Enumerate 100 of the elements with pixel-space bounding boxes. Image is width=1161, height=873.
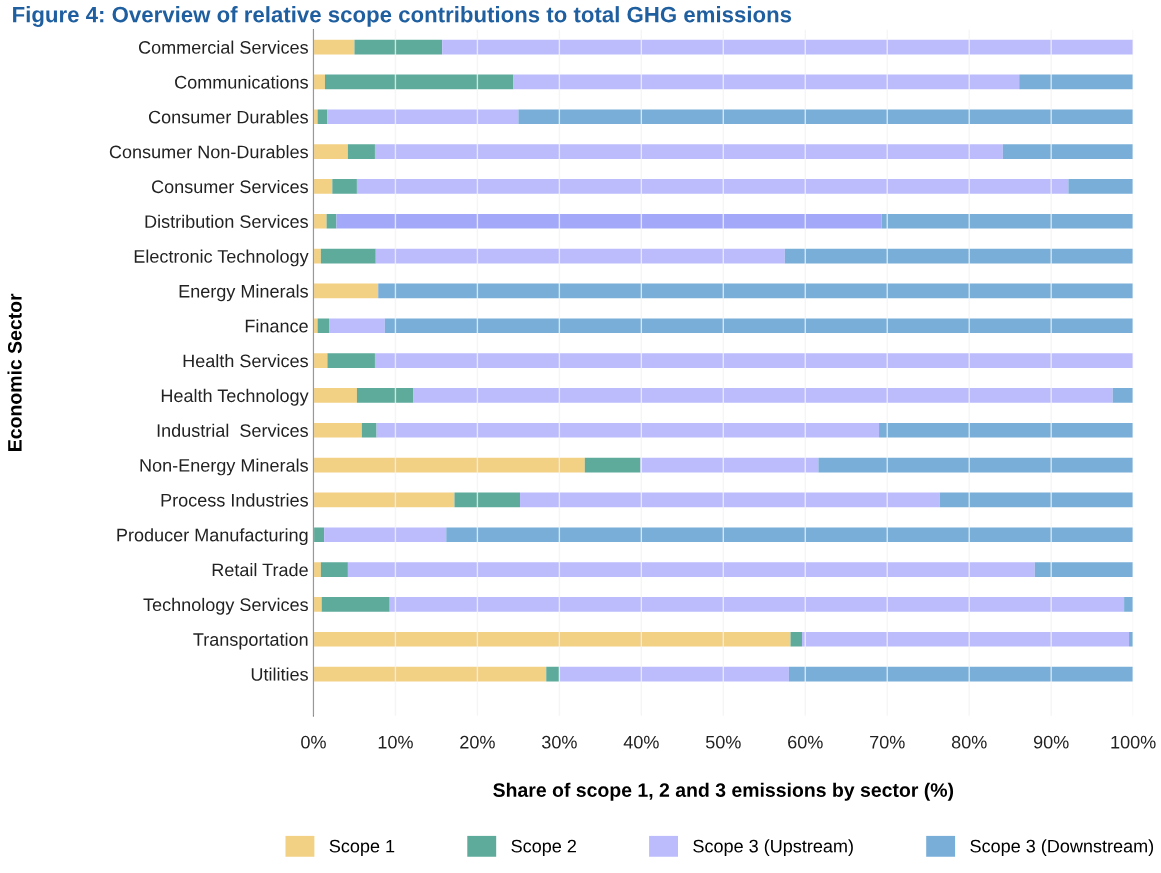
bar — [327, 109, 519, 125]
bar — [313, 318, 318, 334]
bar — [378, 283, 1134, 299]
bar — [320, 248, 376, 264]
x-tick-label: 0% — [301, 735, 326, 749]
y-tick-label: Non-Energy Minerals — [140, 458, 308, 476]
bar — [384, 318, 1134, 334]
bar — [518, 109, 1134, 125]
bar — [454, 492, 521, 508]
bar — [513, 74, 1020, 90]
bar — [313, 109, 318, 125]
bar — [347, 144, 375, 159]
bar — [313, 388, 357, 403]
legend-label: Scope 2 — [511, 839, 576, 857]
x-tick-label: 30% — [541, 735, 577, 749]
bar — [313, 74, 325, 90]
y-tick-label: Retail Trade — [212, 563, 308, 577]
bar — [313, 492, 455, 508]
x-tick-label: 10% — [378, 735, 413, 749]
bar — [784, 248, 1134, 264]
bar — [375, 248, 785, 264]
bar — [584, 457, 641, 473]
bar — [374, 144, 1003, 159]
bar — [313, 248, 321, 264]
y-tick-label: Utilities — [251, 667, 308, 681]
bar — [313, 666, 547, 682]
y-tick-label: Electronic Technology — [134, 249, 309, 267]
legend-label: Scope 1 — [329, 839, 395, 857]
y-tick-label: Health Services — [183, 354, 308, 368]
bar — [313, 144, 348, 159]
x-tick-label: 80% — [951, 735, 987, 749]
bar — [313, 527, 325, 543]
bar — [354, 39, 443, 55]
x-tick-label: 40% — [623, 735, 659, 749]
bar — [1124, 597, 1134, 612]
bar — [356, 388, 414, 403]
bar — [374, 353, 1134, 368]
bar — [313, 353, 328, 368]
bar — [313, 631, 791, 647]
bar — [313, 213, 327, 229]
y-tick-label: Energy Minerals — [179, 284, 308, 302]
legend-label: Scope 3 (Upstream) — [693, 839, 853, 857]
y-tick-label: Industrial Services — [157, 423, 308, 437]
y-tick-label: Distribution Services — [145, 214, 308, 228]
bar — [361, 422, 377, 438]
bar — [788, 666, 1134, 682]
chart-title: Figure 4: Overview of relative scope contributions to total GHG emissions — [13, 6, 792, 27]
bar — [320, 562, 348, 577]
bar — [1002, 144, 1134, 159]
bar — [329, 318, 385, 334]
y-tick-label: Health Technology — [161, 388, 309, 406]
bar — [313, 562, 321, 577]
bar — [389, 597, 1125, 612]
bar — [313, 179, 333, 194]
bar — [332, 179, 357, 194]
bar — [559, 666, 789, 682]
x-tick-label: 100% — [1111, 735, 1156, 749]
bar — [313, 422, 362, 438]
y-tick-label: Consumer Durables — [148, 110, 308, 124]
bar — [1019, 74, 1134, 90]
x-tick-label: 50% — [705, 735, 741, 749]
bar — [376, 422, 880, 438]
bar — [881, 213, 1134, 229]
y-axis-title: Economic Sector — [7, 293, 22, 451]
y-tick-label: Commercial Services — [138, 40, 308, 54]
bar — [1112, 388, 1134, 403]
bar — [520, 492, 940, 508]
bar — [324, 527, 447, 543]
bar — [879, 422, 1134, 438]
bar — [313, 457, 585, 473]
bar — [317, 318, 330, 334]
x-tick-label: 60% — [788, 735, 823, 749]
legend-label: Scope 3 (Downstream) — [970, 839, 1154, 857]
y-tick-label: Producer Manufacturing — [117, 528, 308, 546]
x-tick-label: 70% — [870, 735, 905, 749]
y-tick-label: Communications — [175, 75, 308, 89]
bar — [801, 631, 1130, 647]
bar — [321, 597, 390, 612]
y-tick-label: Finance — [245, 319, 308, 333]
bar — [640, 457, 819, 473]
x-tick-label: 20% — [460, 735, 495, 749]
bar — [442, 39, 1134, 55]
bar — [313, 39, 355, 55]
bar — [939, 492, 1134, 508]
bar — [546, 666, 560, 682]
bar — [446, 527, 1134, 543]
y-tick-label: Process Industries — [161, 493, 308, 507]
bar — [324, 74, 514, 90]
x-tick-label: 90% — [1033, 735, 1069, 749]
bar — [336, 213, 882, 229]
y-tick-label: Consumer Services — [152, 179, 308, 194]
y-tick-label: Consumer Non-Durables — [109, 145, 308, 159]
y-tick-label: Transportation — [193, 632, 308, 650]
bar — [313, 283, 379, 299]
bar — [356, 179, 1069, 194]
y-tick-label: Technology Services — [143, 597, 308, 615]
bar — [317, 109, 328, 125]
bar — [818, 457, 1134, 473]
bar — [1068, 179, 1134, 194]
bar — [413, 388, 1113, 403]
